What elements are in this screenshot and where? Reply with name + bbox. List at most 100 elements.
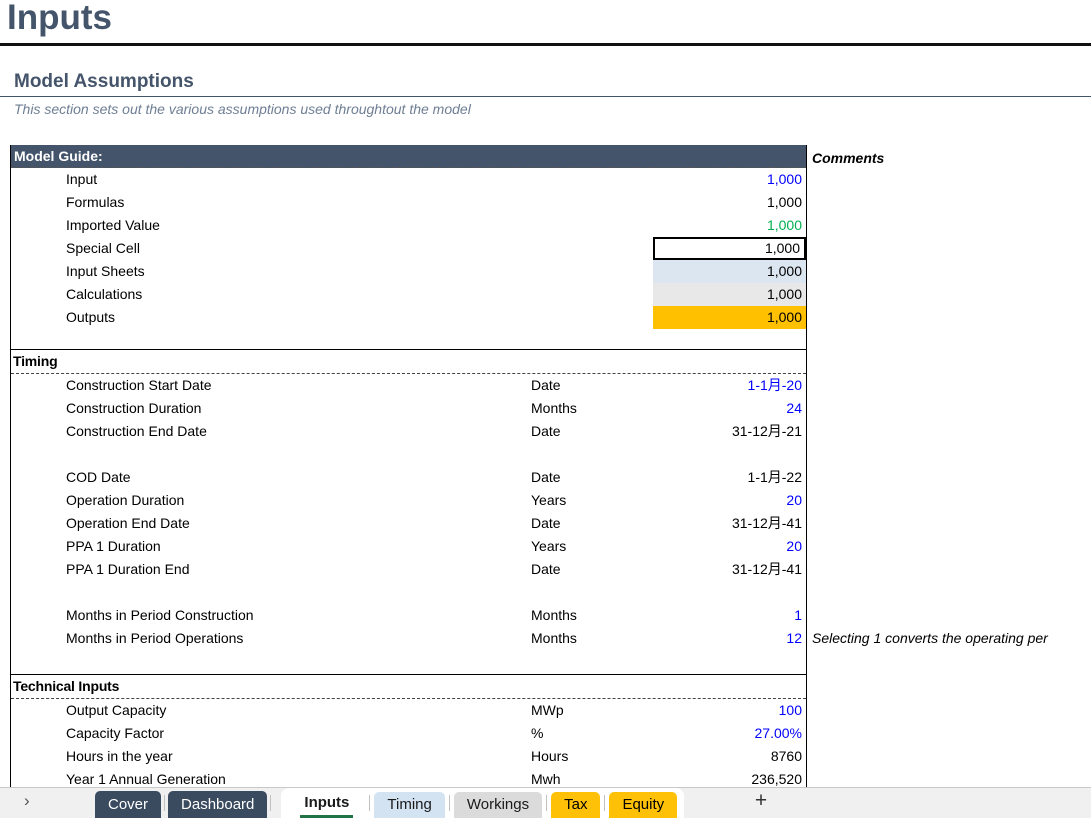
row-label-cell: Construction End Date xyxy=(11,420,207,443)
row-unit-cell: Date xyxy=(531,420,561,443)
table-row: Months in Period OperationsMonths12Selec… xyxy=(11,627,806,650)
table-row: Operation End Date Date 31-12月-41 xyxy=(11,512,806,535)
row-unit-cell: Years xyxy=(531,535,566,558)
table-row: Imported Value 1,000 xyxy=(11,214,806,237)
section-subtitle: This section sets out the various assump… xyxy=(14,101,471,117)
tab-separator xyxy=(164,795,165,811)
sheet-tab-cover[interactable]: Cover xyxy=(95,791,161,818)
row-value-cell[interactable]: 1,000 xyxy=(653,191,806,214)
row-label-cell: Imported Value xyxy=(11,214,160,237)
section-header-row: Timing xyxy=(11,349,806,374)
row-label-cell: Outputs xyxy=(11,306,115,329)
section-header-row: Technical Inputs xyxy=(11,674,806,699)
table-row: Special Cell 1,000 xyxy=(11,237,806,260)
sheet-tab-equity[interactable]: Equity xyxy=(609,792,677,818)
row-value-cell[interactable]: 8760 xyxy=(653,745,806,768)
row-comment: Selecting 1 converts the operating per xyxy=(812,627,1048,650)
sheet-tabs: Cover Dashboard Inputs Timing Workings Tax Equ… xyxy=(95,788,684,818)
sheet-tab-dashboard[interactable]: Dashboard xyxy=(168,791,267,818)
row-label-cell: COD Date xyxy=(11,466,131,489)
row-label-cell: Input xyxy=(11,168,97,191)
row-value-cell[interactable]: 31-12月-21 xyxy=(653,420,806,443)
section-title: Technical Inputs xyxy=(13,678,119,694)
model-guide-header-row: Model Guide: xyxy=(11,145,806,168)
row-unit-cell: Hours xyxy=(531,745,568,768)
row-value-cell[interactable]: 31-12月-41 xyxy=(653,512,806,535)
row-value-cell[interactable]: 20 xyxy=(653,489,806,512)
tab-separator xyxy=(604,795,605,811)
row-value-cell[interactable]: 24 xyxy=(653,397,806,420)
row-value-cell[interactable]: 1-1月-22 xyxy=(653,466,806,489)
row-value-cell[interactable]: 1,000 xyxy=(653,168,806,191)
tab-separator xyxy=(449,795,450,811)
blank-row xyxy=(11,581,806,604)
row-value-cell[interactable]: 100 xyxy=(653,699,806,722)
table-row: PPA 1 Duration End Date 31-12月-41 xyxy=(11,558,806,581)
row-label-cell: Formulas xyxy=(11,191,124,214)
row-unit-cell: Months xyxy=(531,604,577,627)
tab-separator xyxy=(369,795,370,811)
row-value-cell[interactable]: 1,000 xyxy=(653,237,806,260)
table-row: COD Date Date 1-1月-22 xyxy=(11,466,806,489)
row-value-cell[interactable]: 12 xyxy=(653,627,806,650)
row-label-cell: Months in Period Operations xyxy=(11,627,243,650)
row-unit-cell: Months xyxy=(531,397,577,420)
sheet-tab-workings[interactable]: Workings xyxy=(454,792,542,818)
row-value-cell[interactable]: 1,000 xyxy=(653,306,806,329)
add-sheet-button[interactable]: + xyxy=(748,789,774,813)
sheet-tab-timing[interactable]: Timing xyxy=(374,792,444,818)
row-unit-cell: Months xyxy=(531,627,577,650)
row-label-cell: Output Capacity xyxy=(11,699,166,722)
row-label-cell: Months in Period Construction xyxy=(11,604,254,627)
spacer-row xyxy=(11,650,806,674)
tab-separator xyxy=(546,795,547,811)
sheet-tab-strip: Inputs Timing Workings Tax Equity xyxy=(281,788,684,818)
row-value-cell[interactable]: 1,000 xyxy=(653,260,806,283)
table-row: Construction Start Date Date 1-1月-20 xyxy=(11,374,806,397)
row-value-cell[interactable]: 27.00% xyxy=(653,722,806,745)
sheet-tab-tax[interactable]: Tax xyxy=(551,792,600,818)
row-label-cell: Construction Start Date xyxy=(11,374,212,397)
table-row: Hours in the yearHours8760 xyxy=(11,745,806,768)
assumptions-table: Model Guide:Input1,000Formulas1,000Impor… xyxy=(10,145,807,791)
row-unit-cell: % xyxy=(531,722,543,745)
row-label-cell: Calculations xyxy=(11,283,142,306)
table-row: Output Capacity MWp 100 xyxy=(11,699,806,722)
table-row: Operation DurationYears20 xyxy=(11,489,806,512)
title-divider xyxy=(0,43,1091,46)
row-unit-cell: Date xyxy=(531,558,561,581)
page-title: Inputs xyxy=(7,0,112,38)
blank-row xyxy=(11,443,806,466)
row-label-cell: Special Cell xyxy=(11,237,140,260)
row-value-cell[interactable]: 1 xyxy=(653,604,806,627)
row-value-cell[interactable]: 1-1月-20 xyxy=(653,374,806,397)
model-guide-header-label: Model Guide: xyxy=(14,148,103,164)
section-divider xyxy=(0,96,1091,97)
row-value-cell[interactable]: 1,000 xyxy=(653,283,806,306)
row-unit-cell: Date xyxy=(531,512,561,535)
row-label-cell: PPA 1 Duration End xyxy=(11,558,189,581)
sheet-tab-inputs[interactable]: Inputs xyxy=(288,788,365,818)
row-unit-cell: Date xyxy=(531,466,561,489)
row-label-cell: Operation End Date xyxy=(11,512,190,535)
row-value-cell[interactable]: 1,000 xyxy=(653,214,806,237)
row-value-cell[interactable]: 20 xyxy=(653,535,806,558)
row-label-cell: Construction Duration xyxy=(11,397,201,420)
row-value-cell[interactable]: 31-12月-41 xyxy=(653,558,806,581)
section-title: Timing xyxy=(13,353,57,369)
row-unit-cell: Date xyxy=(531,374,561,397)
row-unit-cell: MWp xyxy=(531,699,564,722)
row-unit-cell: Years xyxy=(531,489,566,512)
row-label-cell: Capacity Factor xyxy=(11,722,164,745)
sheet-nav-right-icon[interactable]: › xyxy=(24,791,30,811)
table-row: Input 1,000 xyxy=(11,168,806,191)
sheet-tab-bar: › Cover Dashboard Inputs Timing Workings Tax E… xyxy=(0,787,1091,818)
section-heading: Model Assumptions xyxy=(14,71,194,93)
row-label-cell: Input Sheets xyxy=(11,260,145,283)
table-row: Input Sheets 1,000 xyxy=(11,260,806,283)
table-row: Capacity Factor% 27.00% xyxy=(11,722,806,745)
spacer-row xyxy=(11,329,806,349)
table-row: Outputs 1,000 xyxy=(11,306,806,329)
table-row: Calculations 1,000 xyxy=(11,283,806,306)
table-row: Construction End Date Date 31-12月-21 xyxy=(11,420,806,443)
